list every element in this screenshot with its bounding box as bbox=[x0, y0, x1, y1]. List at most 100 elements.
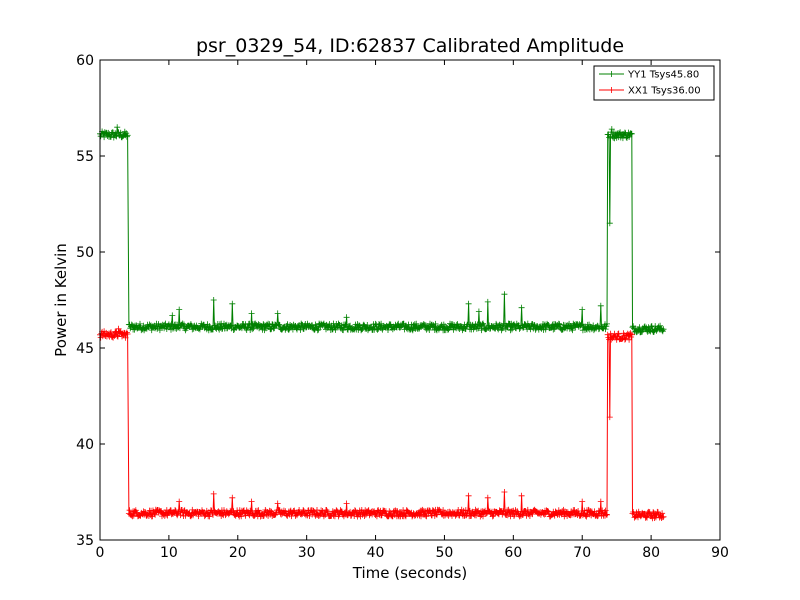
data-point bbox=[597, 498, 604, 505]
data-point bbox=[373, 510, 380, 517]
data-point bbox=[119, 333, 125, 340]
data-point bbox=[325, 509, 331, 516]
data-point bbox=[274, 500, 281, 507]
data-point bbox=[659, 327, 666, 334]
data-point bbox=[210, 490, 217, 497]
data-point bbox=[501, 489, 508, 495]
data-point bbox=[324, 508, 331, 515]
data-point bbox=[300, 507, 307, 513]
data-point bbox=[348, 512, 355, 519]
data-point bbox=[113, 133, 120, 140]
data-point bbox=[648, 323, 655, 330]
data-point bbox=[544, 320, 551, 327]
data-point bbox=[376, 509, 382, 515]
data-point bbox=[440, 507, 447, 514]
chart-legend: YY1 Tsys45.80 XX1 Tsys36.00 bbox=[593, 65, 715, 101]
data-point bbox=[298, 511, 305, 518]
data-point bbox=[422, 512, 429, 519]
data-point bbox=[255, 507, 262, 514]
data-point bbox=[465, 300, 472, 307]
data-point bbox=[115, 325, 122, 332]
data-point bbox=[644, 514, 650, 521]
data-point bbox=[604, 320, 610, 327]
data-point bbox=[332, 326, 339, 333]
data-point bbox=[123, 133, 130, 140]
data-point bbox=[643, 513, 650, 520]
data-point bbox=[606, 414, 613, 421]
data-point bbox=[126, 507, 133, 514]
data-point bbox=[164, 512, 171, 519]
data-point bbox=[650, 510, 657, 517]
data-point bbox=[216, 321, 223, 328]
data-point bbox=[606, 220, 613, 227]
data-point bbox=[238, 513, 245, 520]
data-point bbox=[604, 511, 610, 518]
y-tick-label: 35 bbox=[76, 533, 94, 549]
x-tick-label: 30 bbox=[298, 545, 316, 561]
data-point bbox=[660, 513, 667, 520]
data-point bbox=[148, 327, 155, 334]
data-point bbox=[229, 494, 236, 501]
data-point bbox=[475, 507, 482, 514]
x-tick-label: 70 bbox=[573, 545, 591, 561]
data-point bbox=[597, 302, 604, 309]
data-point bbox=[306, 513, 313, 519]
data-point bbox=[248, 310, 255, 317]
data-point bbox=[343, 500, 350, 507]
data-point bbox=[628, 331, 635, 338]
data-point bbox=[504, 512, 511, 519]
data-point bbox=[117, 129, 124, 136]
data-point bbox=[657, 322, 664, 329]
data-point bbox=[129, 513, 136, 520]
data-point bbox=[187, 512, 194, 519]
data-point bbox=[432, 320, 439, 327]
data-point bbox=[484, 298, 491, 305]
data-point bbox=[362, 511, 369, 518]
data-point bbox=[338, 508, 345, 515]
data-point bbox=[297, 326, 304, 333]
data-point bbox=[112, 130, 119, 137]
data-point bbox=[323, 507, 330, 514]
data-point bbox=[152, 511, 159, 518]
data-point bbox=[402, 512, 409, 519]
legend-box bbox=[593, 65, 715, 101]
data-point bbox=[410, 322, 417, 329]
data-point bbox=[527, 326, 534, 333]
series-markers-1 bbox=[97, 124, 667, 336]
data-point bbox=[137, 320, 143, 327]
data-point bbox=[416, 512, 423, 519]
x-tick-label: 0 bbox=[96, 545, 105, 561]
data-point bbox=[284, 321, 291, 328]
x-tick-label: 60 bbox=[504, 545, 522, 561]
series-markers-2 bbox=[97, 325, 667, 522]
data-point bbox=[249, 326, 256, 333]
data-point bbox=[453, 510, 460, 517]
data-point bbox=[373, 513, 380, 520]
data-point bbox=[361, 513, 368, 519]
data-point bbox=[133, 509, 140, 516]
data-point bbox=[210, 297, 217, 303]
chart-title: psr_0329_54, ID:62837 Calibrated Amplitu… bbox=[196, 35, 624, 57]
y-tick-label: 60 bbox=[76, 53, 94, 69]
data-point bbox=[103, 130, 110, 137]
data-point bbox=[221, 507, 227, 514]
data-point bbox=[249, 509, 256, 515]
data-point bbox=[511, 321, 517, 328]
data-point bbox=[163, 326, 170, 332]
data-point bbox=[295, 323, 302, 330]
data-point bbox=[107, 330, 114, 337]
data-point bbox=[221, 320, 227, 327]
data-point bbox=[626, 134, 633, 140]
data-point bbox=[314, 327, 321, 334]
data-point bbox=[124, 331, 131, 337]
data-point bbox=[499, 325, 506, 332]
legend-label-2: XX1 Tsys36.00 bbox=[628, 86, 701, 97]
data-point bbox=[229, 300, 236, 307]
data-point bbox=[206, 513, 213, 520]
data-point bbox=[196, 325, 203, 331]
data-point bbox=[274, 310, 281, 317]
data-point bbox=[627, 330, 634, 337]
data-point bbox=[411, 321, 418, 328]
data-point bbox=[419, 506, 426, 513]
